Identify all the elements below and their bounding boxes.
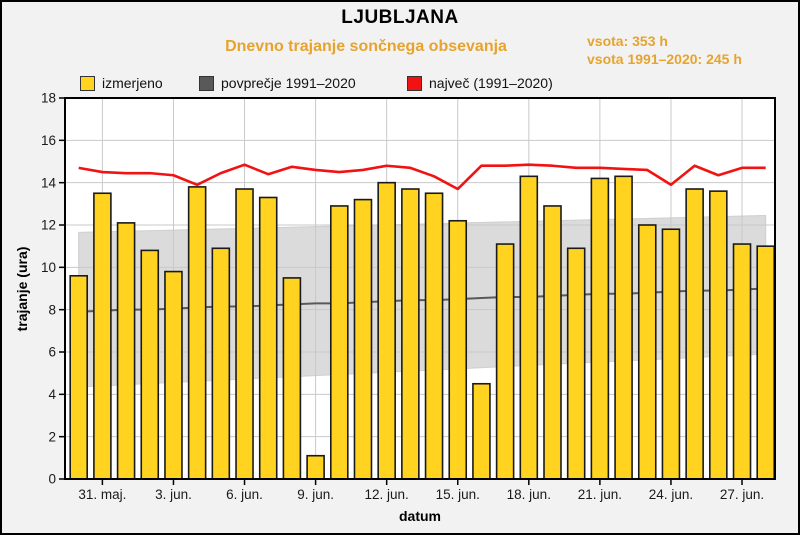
- bar: [472, 382, 491, 480]
- bar: [590, 177, 610, 480]
- bar: [685, 188, 704, 480]
- bar: [282, 277, 302, 480]
- sum-measured: vsota: 353 h: [587, 33, 668, 49]
- bar: [69, 274, 88, 480]
- x-axis-title: datum: [399, 508, 441, 524]
- legend-item-povprecje: povprečje 1991–2020: [199, 75, 356, 91]
- x-tick-label: 31. maj.: [78, 487, 126, 502]
- bar: [164, 270, 183, 480]
- legend-label: povprečje 1991–2020: [221, 75, 356, 91]
- bar: [448, 219, 468, 480]
- y-tick-label: 2: [48, 429, 56, 444]
- bar: [187, 186, 207, 480]
- x-tick-label: 15. jun.: [436, 487, 480, 502]
- y-tick-label: 10: [41, 260, 56, 275]
- bar: [756, 245, 776, 480]
- plot-border: [64, 97, 776, 480]
- bar: [329, 205, 349, 480]
- legend: izmerjeno povprečje 1991–2020 največ (19…: [2, 75, 798, 93]
- legend-item-izmerjeno: izmerjeno: [80, 75, 163, 91]
- y-tick-label: 18: [41, 91, 56, 106]
- x-tick-label: 3. jun.: [155, 487, 192, 502]
- x-tick-label: 24. jun.: [649, 487, 693, 502]
- bar: [661, 228, 681, 480]
- bar: [235, 188, 254, 480]
- bar: [140, 249, 160, 480]
- y-tick-label: 12: [41, 218, 56, 233]
- x-tick-label: 21. jun.: [578, 487, 622, 502]
- bar: [543, 205, 562, 480]
- bar: [211, 247, 231, 480]
- legend-item-najvec: največ (1991–2020): [407, 75, 553, 91]
- legend-label: izmerjeno: [102, 75, 163, 91]
- x-tick-label: 12. jun.: [365, 487, 409, 502]
- line-najvec: [78, 163, 766, 191]
- bar: [637, 224, 657, 480]
- x-tick-label: 9. jun.: [297, 487, 334, 502]
- bar: [93, 192, 112, 480]
- y-tick-label: 0: [48, 472, 56, 487]
- y-tick-label: 8: [48, 302, 56, 317]
- legend-swatch-povprecje-icon: [199, 75, 214, 91]
- legend-swatch-najvec-icon: [407, 75, 422, 91]
- legend-swatch-izmerjeno-icon: [80, 75, 95, 91]
- sum-normal: vsota 1991–2020: 245 h: [587, 50, 742, 67]
- bar: [424, 192, 444, 480]
- bar: [306, 454, 325, 480]
- x-tick-label: 18. jun.: [507, 487, 551, 502]
- bar: [377, 181, 396, 480]
- x-tick-label: 6. jun.: [226, 487, 263, 502]
- bar: [495, 243, 515, 480]
- y-tick-label: 4: [48, 387, 56, 402]
- bar: [401, 188, 420, 480]
- page-title: LJUBLJANA: [341, 7, 459, 28]
- bar: [732, 243, 752, 480]
- sum-annotations: vsota: 353 h vsota 1991–2020: 245 h: [587, 33, 742, 68]
- y-tick-label: 16: [41, 133, 56, 148]
- bar: [258, 196, 278, 480]
- bar: [353, 198, 373, 480]
- bar: [614, 175, 633, 480]
- bar: [566, 247, 586, 480]
- bar: [116, 222, 136, 480]
- legend-label: največ (1991–2020): [429, 75, 553, 91]
- y-tick-label: 6: [48, 345, 56, 360]
- bar: [519, 175, 539, 480]
- bar: [709, 190, 728, 480]
- x-tick-label: 27. jun.: [720, 487, 764, 502]
- y-tick-label: 14: [41, 175, 57, 190]
- chart-subtitle: Dnevno trajanje sončnega obsevanja: [225, 38, 507, 55]
